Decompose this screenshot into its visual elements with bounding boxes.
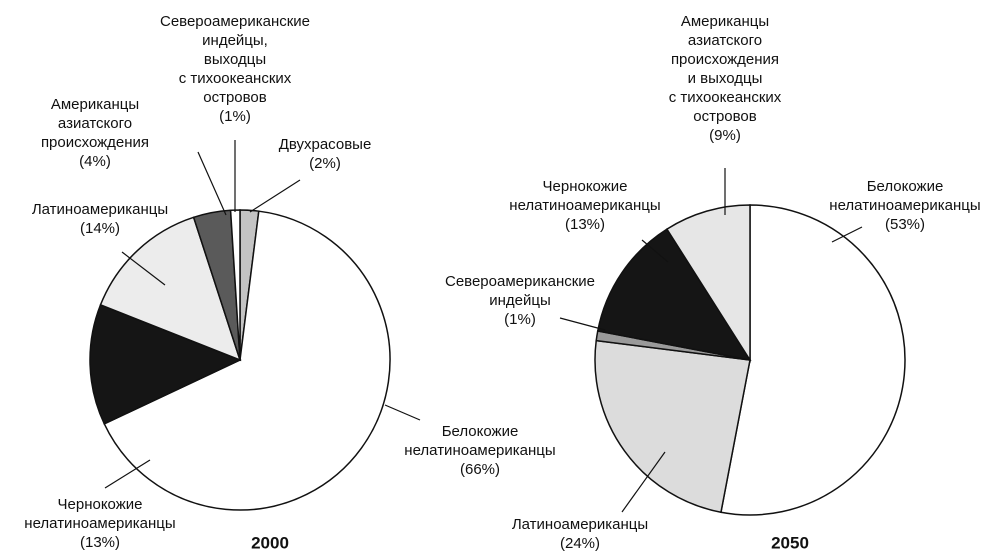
leader-line <box>559 317 606 331</box>
pie-slice <box>720 204 906 516</box>
slice-label: Двухрасовые <box>279 136 372 153</box>
slice-label: Американцы азиатского происхождения и выход… <box>669 13 782 125</box>
pie-slice <box>665 204 751 363</box>
slice-label: Латиноамериканцы <box>512 516 648 533</box>
slice-label: Белокожие нелатиноамериканцы <box>404 423 555 459</box>
pie-slice <box>89 303 242 425</box>
pie-slice <box>103 210 391 511</box>
slice-label: Белокожие нелатиноамериканцы <box>829 178 980 214</box>
leader-line <box>197 151 227 216</box>
leader-line <box>104 459 151 489</box>
slice-label: Североамериканские индейцы, выходцы с тихоо… <box>160 13 310 106</box>
value-label: (2%) <box>309 155 341 172</box>
chart-title: 2000 <box>251 533 289 552</box>
value-label: (13%) <box>565 216 605 233</box>
value-label: (4%) <box>79 153 111 170</box>
leader-line <box>831 226 863 243</box>
slice-label: Чернокожие нелатиноамериканцы <box>24 496 175 532</box>
leader-line <box>121 251 166 286</box>
slice-label: Американцы азиатского происхождения <box>41 96 149 151</box>
slice-label: Латиноамериканцы <box>32 201 168 218</box>
value-label: (14%) <box>80 220 120 237</box>
slice-label: Североамериканские индейцы <box>445 273 595 309</box>
pie-slice <box>596 228 752 362</box>
value-label: (66%) <box>460 461 500 478</box>
value-label: (13%) <box>80 534 120 551</box>
pie-slice <box>594 339 751 514</box>
value-label: (53%) <box>885 216 925 233</box>
leader-line <box>641 239 669 263</box>
value-label: (24%) <box>560 535 600 552</box>
slice-label: Чернокожие нелатиноамериканцы <box>509 178 660 214</box>
leader-line <box>249 179 301 213</box>
value-label: (1%) <box>219 108 251 125</box>
value-label: (1%) <box>504 311 536 328</box>
chart-title: 2050 <box>771 533 809 552</box>
leader-line <box>384 404 421 421</box>
value-label: (9%) <box>709 127 741 144</box>
leader-line <box>621 451 666 513</box>
